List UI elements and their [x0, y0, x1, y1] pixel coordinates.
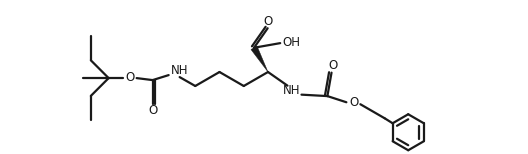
Text: O: O	[328, 59, 337, 72]
Text: O: O	[148, 104, 157, 117]
Polygon shape	[251, 46, 268, 72]
Text: OH: OH	[282, 36, 300, 49]
Text: O: O	[125, 71, 134, 84]
Text: O: O	[350, 96, 359, 109]
Text: NH: NH	[283, 84, 300, 97]
Text: O: O	[263, 15, 272, 28]
Text: NH: NH	[171, 64, 188, 77]
